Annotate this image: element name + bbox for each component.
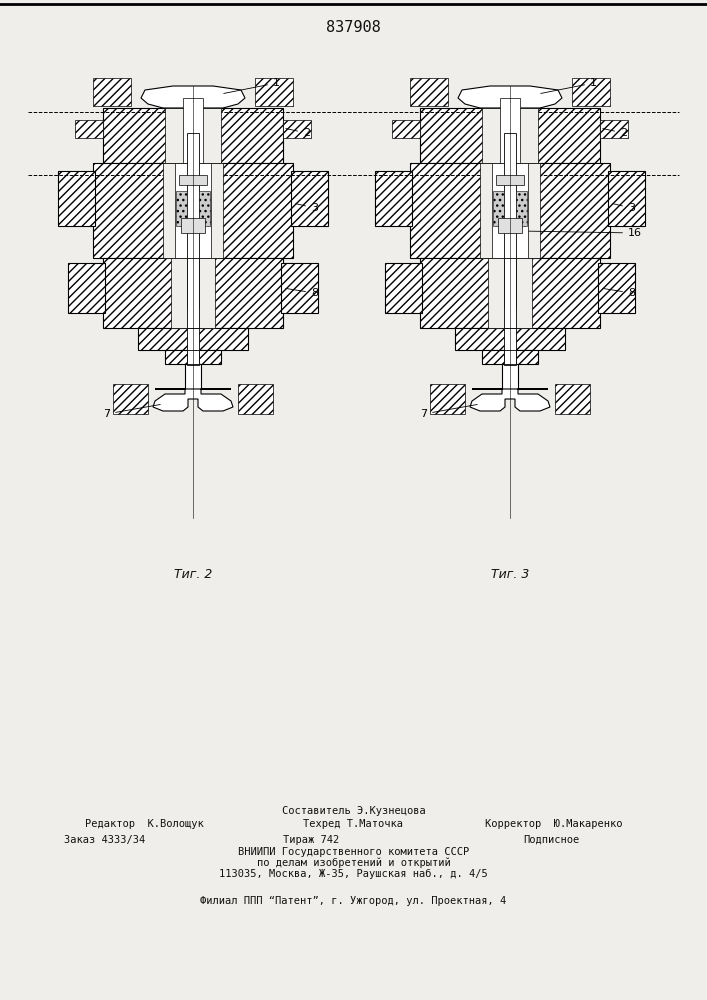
Bar (493, 191, 504, 226)
Bar (504, 350, 516, 364)
Bar (175, 163, 211, 258)
Polygon shape (458, 86, 562, 108)
Text: Корректор  Ю.Макаренко: Корректор Ю.Макаренко (485, 819, 622, 829)
Text: 16: 16 (522, 228, 642, 238)
Bar (68, 263, 105, 313)
Text: 8: 8 (286, 288, 318, 298)
Bar (504, 328, 516, 365)
Text: 8: 8 (603, 288, 635, 298)
Bar (103, 258, 283, 328)
Bar (482, 350, 538, 364)
Bar (375, 171, 412, 226)
Bar (185, 364, 201, 389)
Bar (385, 263, 422, 313)
Text: 1: 1 (223, 78, 280, 93)
Bar (430, 384, 465, 414)
Bar (608, 171, 645, 226)
Bar (516, 191, 527, 226)
Bar (181, 218, 205, 233)
Bar (455, 328, 565, 350)
Text: 2: 2 (286, 128, 310, 138)
Bar (281, 263, 318, 313)
Bar (572, 78, 610, 106)
Bar (238, 384, 273, 414)
Bar (103, 108, 283, 163)
Bar (498, 218, 522, 233)
Text: Тираж 742: Тираж 742 (283, 835, 339, 845)
Text: 837908: 837908 (326, 20, 380, 35)
Bar (420, 108, 600, 163)
Polygon shape (141, 86, 245, 108)
Bar (187, 350, 199, 364)
Text: ВНИИПИ Государственного комитета СССР: ВНИИПИ Государственного комитета СССР (238, 847, 469, 857)
Bar (199, 191, 210, 226)
Bar (165, 108, 221, 163)
Bar (410, 163, 610, 258)
Bar (163, 163, 223, 258)
Bar (138, 328, 248, 350)
Text: Заказ 4333/34: Заказ 4333/34 (64, 835, 145, 845)
Text: по делам изобретений и открытий: по делам изобретений и открытий (257, 858, 450, 868)
Bar (291, 171, 328, 226)
Text: 113035, Москва, Ж-35, Раушская наб., д. 4/5: 113035, Москва, Ж-35, Раушская наб., д. … (219, 869, 488, 879)
Bar (504, 133, 516, 308)
Text: Техред Т.Маточка: Техред Т.Маточка (303, 819, 404, 829)
Bar (496, 175, 524, 185)
Bar (179, 175, 207, 185)
Bar (183, 98, 203, 163)
Bar (555, 384, 590, 414)
Bar (480, 163, 540, 258)
Bar (500, 98, 520, 163)
Bar (165, 350, 221, 364)
Bar (176, 191, 187, 226)
Bar (255, 78, 293, 106)
Text: 1: 1 (541, 78, 597, 93)
Text: 2: 2 (602, 128, 627, 138)
Bar (598, 263, 635, 313)
Text: Подписное: Подписное (523, 835, 580, 845)
Bar (113, 384, 148, 414)
Text: Составитель Э.Кузнецова: Составитель Э.Кузнецова (281, 806, 426, 816)
Bar (488, 258, 532, 328)
Bar (600, 120, 628, 138)
Polygon shape (470, 389, 550, 411)
Bar (492, 163, 528, 258)
Bar (283, 120, 311, 138)
Bar (410, 78, 448, 106)
Polygon shape (153, 389, 233, 411)
Bar (187, 328, 199, 365)
Text: 7: 7 (103, 404, 160, 419)
Bar (420, 258, 600, 328)
Text: Филиал ППП “Патент”, г. Ужгород, ул. Проектная, 4: Филиал ППП “Патент”, г. Ужгород, ул. Про… (200, 896, 507, 906)
Bar (392, 120, 420, 138)
Bar (75, 120, 103, 138)
Text: 3: 3 (613, 203, 635, 213)
Bar (502, 364, 518, 389)
Bar (187, 258, 199, 328)
Text: Τиг. 2: Τиг. 2 (174, 568, 212, 582)
Bar (187, 133, 199, 308)
Bar (93, 163, 293, 258)
Text: 7: 7 (420, 404, 477, 419)
Bar (482, 108, 538, 163)
Text: Τиг. 3: Τиг. 3 (491, 568, 529, 582)
Text: 3: 3 (296, 203, 318, 213)
Bar (58, 171, 95, 226)
Text: Редактор  К.Волощук: Редактор К.Волощук (85, 819, 204, 829)
Bar (504, 258, 516, 328)
Bar (93, 78, 131, 106)
Bar (171, 258, 215, 328)
